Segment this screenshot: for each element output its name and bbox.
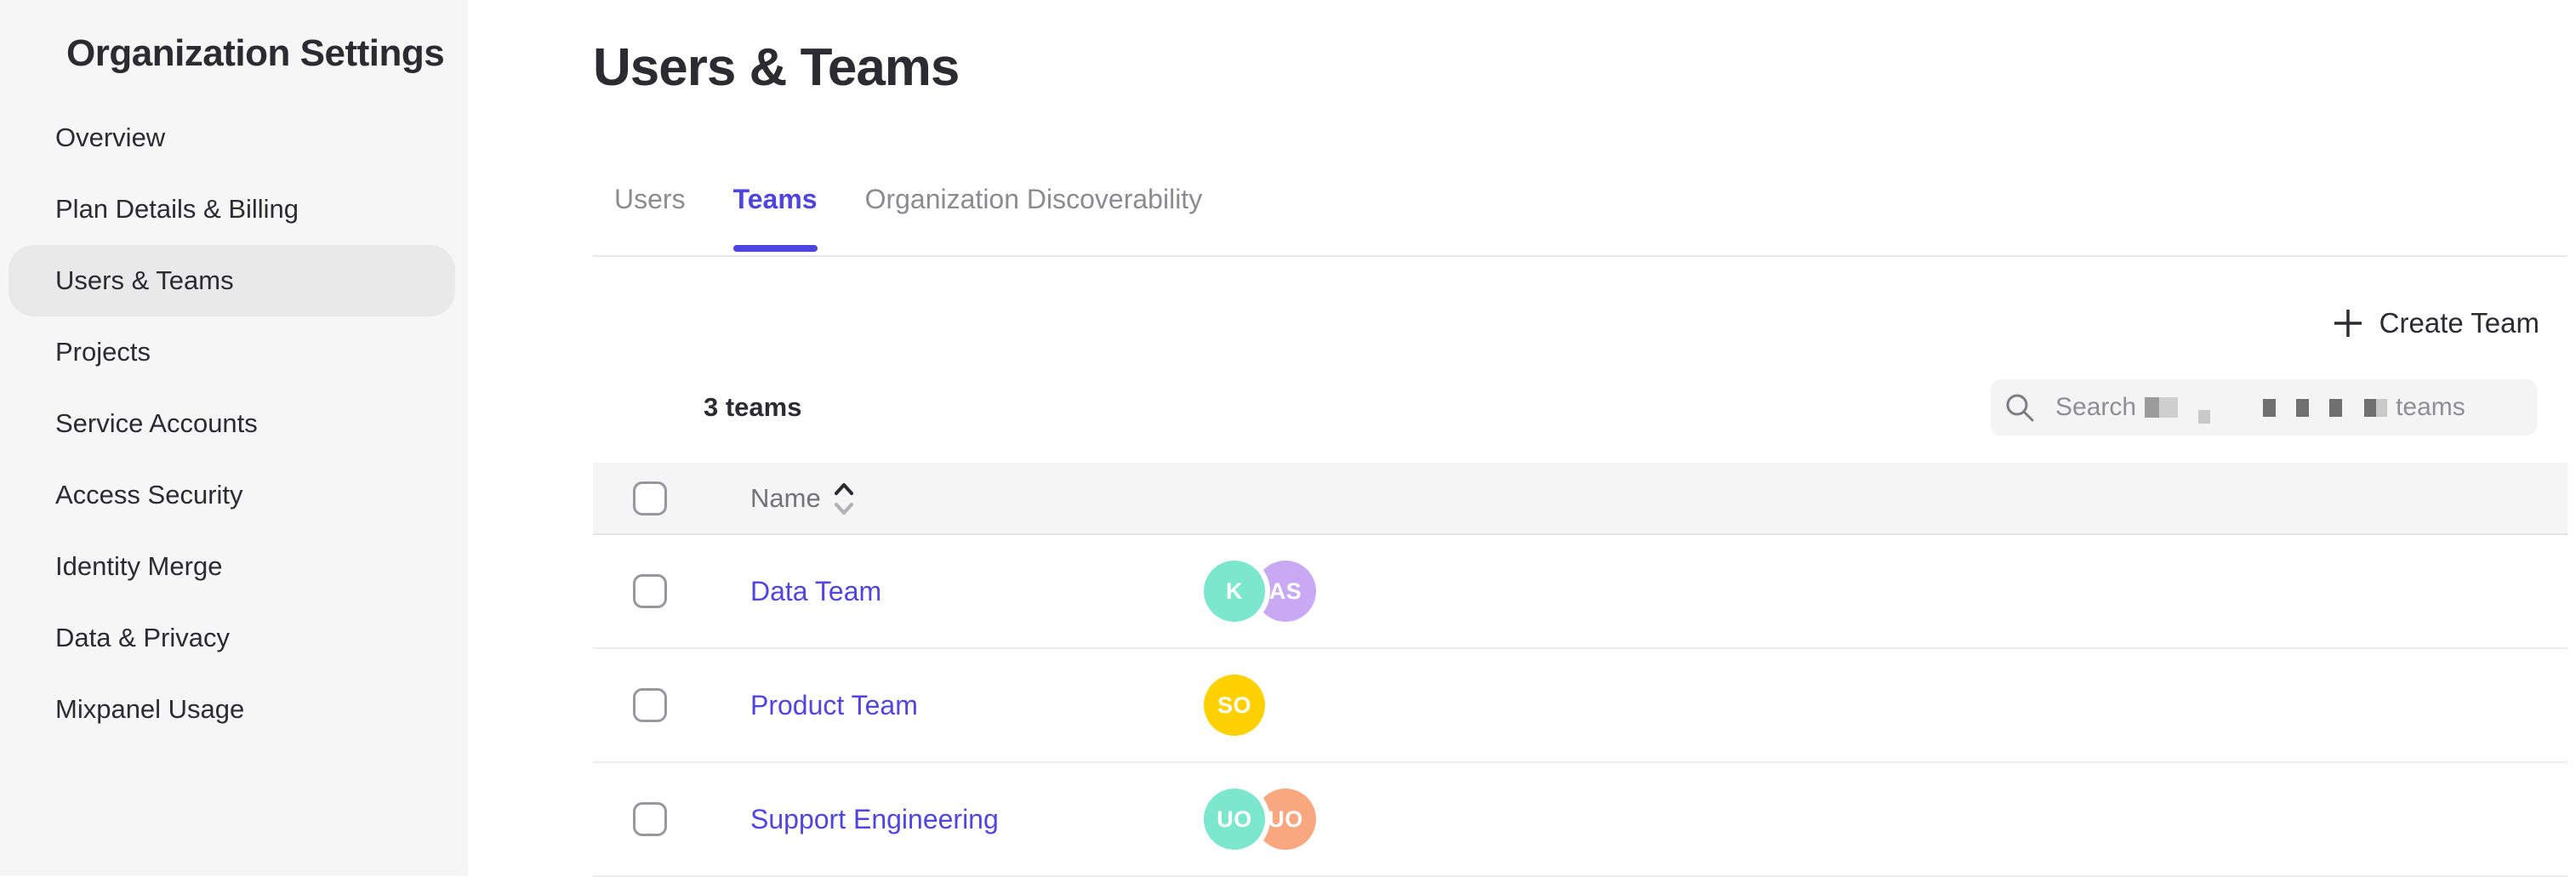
sidebar-item-mixpanel-usage[interactable]: Mixpanel Usage [55,694,245,724]
team-name-link[interactable]: Data Team [750,575,882,606]
row-checkbox[interactable] [633,802,667,837]
table-row[interactable]: Data Team K AS [593,535,2567,650]
team-name-link[interactable]: Support Engineering [750,803,999,834]
teams-count: 3 teams [704,392,802,423]
sidebar-item-access-security[interactable]: Access Security [55,480,243,510]
table-row[interactable]: Support Engineering UO UO [593,763,2567,877]
sidebar-item-identity-merge[interactable]: Identity Merge [55,551,223,581]
settings-sidebar: Organization Settings Overview Plan Deta… [0,0,468,876]
sidebar-title: Organization Settings [66,32,445,74]
teams-table: Name Data Team K AS Product Team SO Suppo… [593,463,2567,877]
sidebar-item-projects[interactable]: Projects [55,337,151,367]
sidebar-item-users-teams[interactable]: Users & Teams [9,245,455,316]
row-checkbox[interactable] [633,574,667,609]
tab-organization-discoverability[interactable]: Organization Discoverability [864,184,1203,215]
table-header-row: Name [593,463,2567,536]
tab-users[interactable]: Users [614,184,686,215]
avatar-group: K AS [1204,561,1316,623]
team-name-link[interactable]: Product Team [750,689,918,720]
avatar-group: SO [1204,675,1265,737]
redacted-text-block [2329,398,2343,417]
search-icon [2006,394,2034,422]
redacted-text-block [2145,397,2160,419]
name-column-header: Name [750,482,821,513]
sort-icon[interactable] [833,481,855,515]
redacted-text-block [2376,398,2388,417]
avatar: UO [1204,789,1265,851]
sidebar-nav: Overview Plan Details & Billing Users & … [0,102,468,745]
create-team-label: Create Team [2379,307,2539,339]
avatar: SO [1204,675,1265,737]
redacted-text-block [2198,410,2211,424]
main-content: Users & Teams Users Teams Organization Dis… [468,0,2576,877]
table-body: Data Team K AS Product Team SO Support En… [593,535,2567,877]
search-placeholder-prefix: Search [2055,393,2137,422]
select-all-checkbox[interactable] [633,481,667,515]
search-input[interactable]: Search teams [1991,379,2537,436]
create-team-button[interactable]: Create Team [2334,307,2539,339]
avatar: K [1204,561,1265,623]
sidebar-item-data-privacy[interactable]: Data & Privacy [55,623,231,652]
tab-teams[interactable]: Teams [732,184,818,253]
table-row[interactable]: Product Team SO [593,649,2567,764]
redacted-text-block [2263,398,2277,417]
avatar-group: UO UO [1204,789,1316,851]
avatar: AS [1255,561,1316,623]
page-title: Users & Teams [593,38,960,97]
sidebar-item-plan-details-billing[interactable]: Plan Details & Billing [55,194,299,224]
sidebar-item-service-accounts[interactable]: Service Accounts [55,408,258,438]
list-controls: 3 teams Search teams [593,379,2567,436]
tab-bar-divider [593,255,2567,258]
redacted-text-block [2364,398,2377,417]
plus-icon [2334,310,2362,338]
toolbar: Create Team [593,305,2567,342]
sidebar-item-overview[interactable]: Overview [55,122,166,152]
row-checkbox[interactable] [633,688,667,723]
search-placeholder-suffix: teams [2396,393,2465,422]
tab-bar: Users Teams Organization Discoverability [593,184,2567,253]
redacted-text-block [2296,398,2310,417]
avatar: UO [1255,789,1316,851]
redacted-text-block [2159,397,2179,419]
